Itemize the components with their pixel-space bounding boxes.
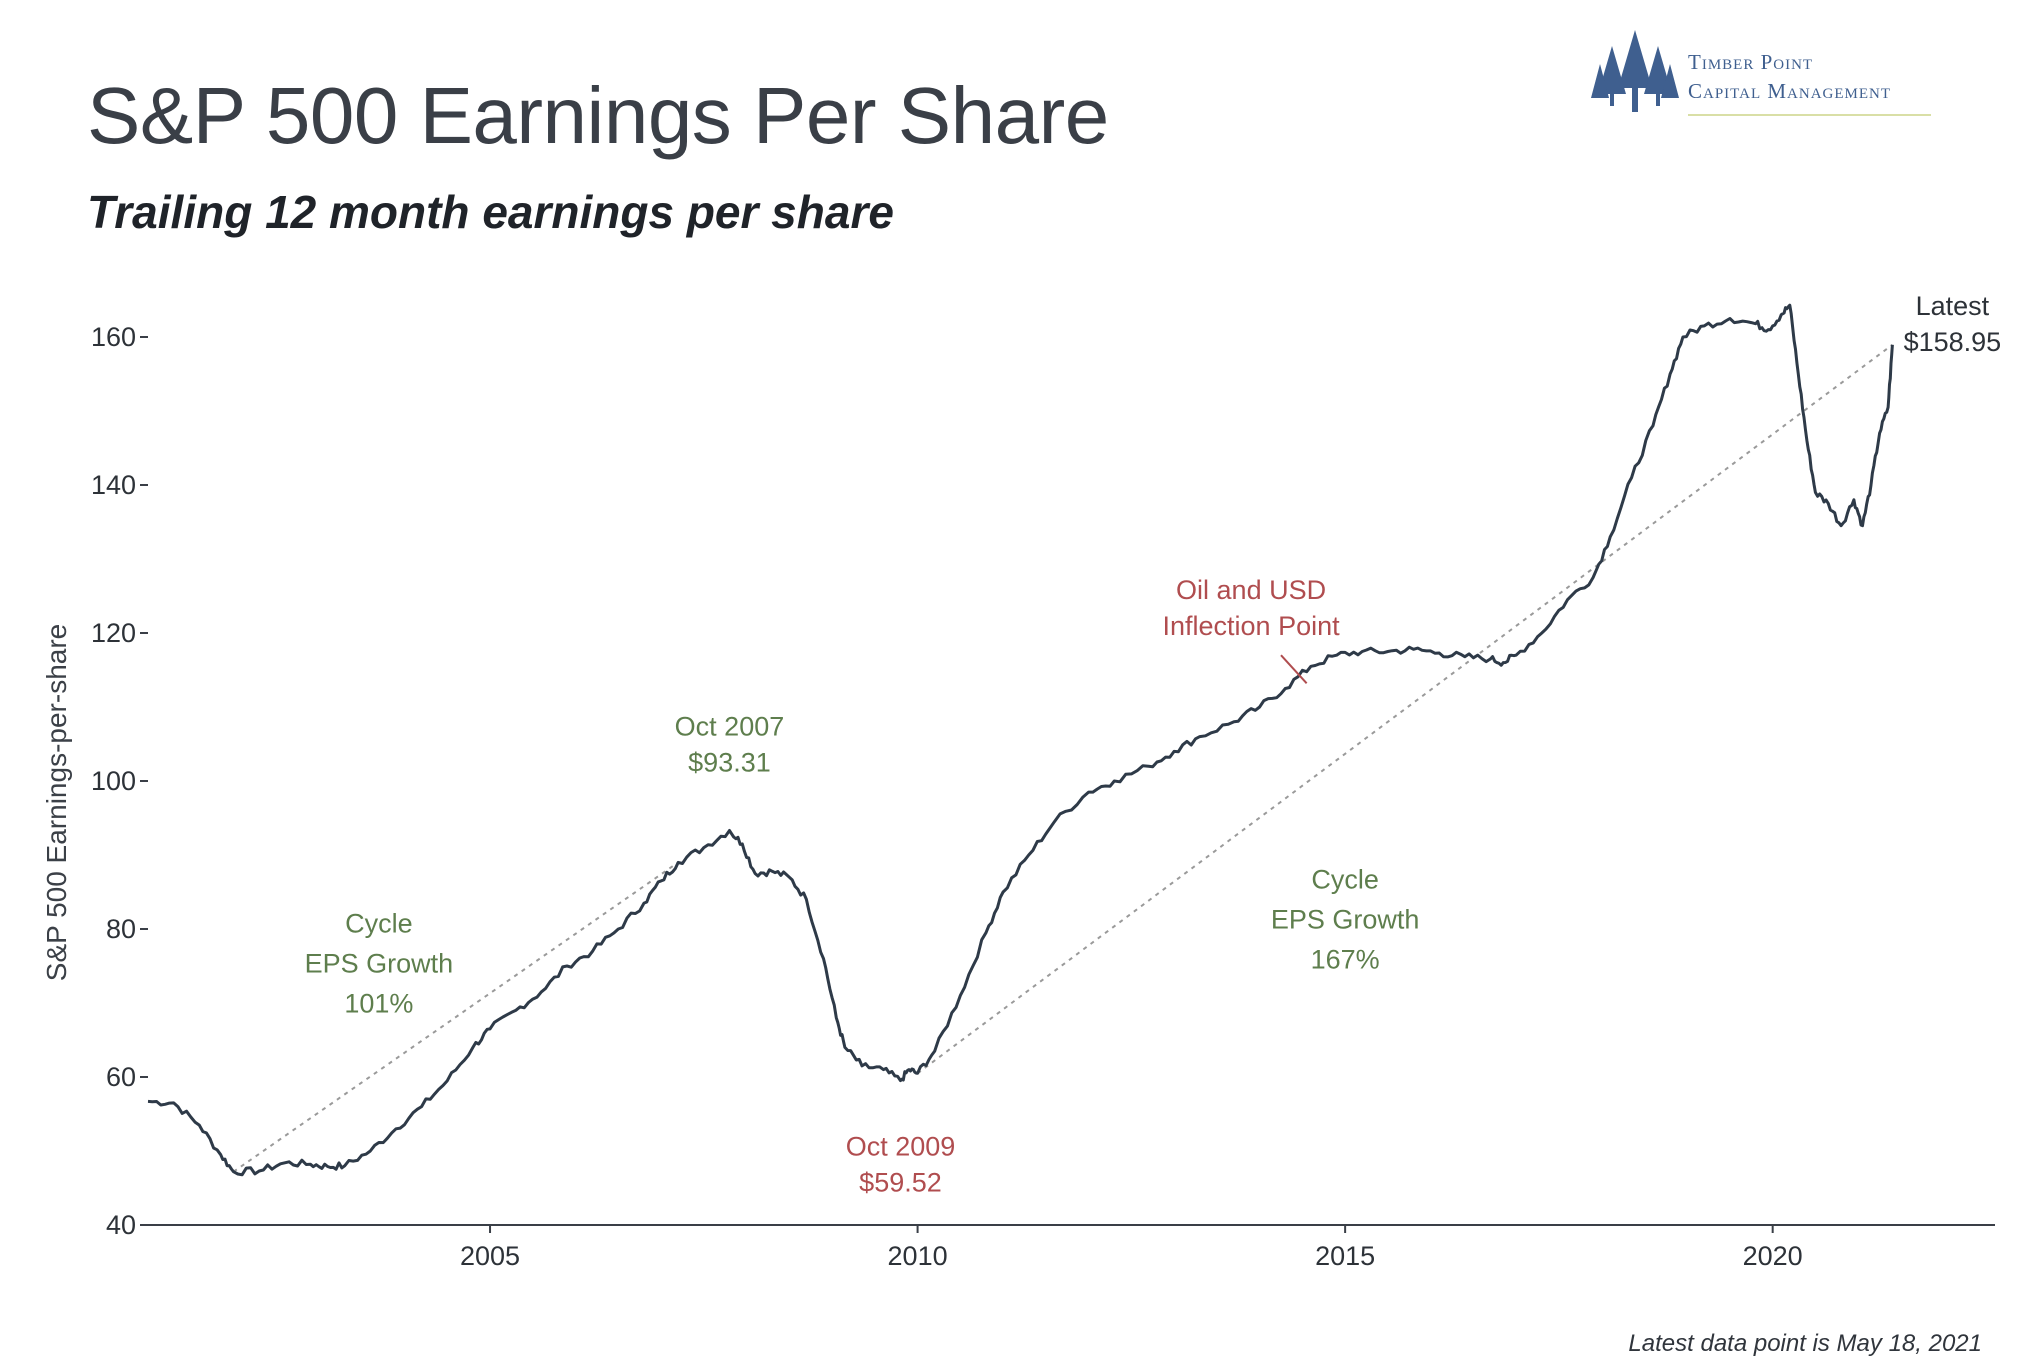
logo-line-2: Capital Management bbox=[1688, 79, 1892, 103]
logo-line-1: Timber Point bbox=[1688, 50, 1814, 74]
page-subtitle: Trailing 12 month earnings per share bbox=[87, 186, 894, 238]
page-title: S&P 500 Earnings Per Share bbox=[87, 71, 1109, 160]
logo-text: Timber Point Capital Management bbox=[1688, 48, 1891, 106]
x-tick-label: 2005 bbox=[460, 1241, 520, 1271]
cycle-trendline bbox=[916, 343, 1893, 1075]
x-tick-label: 2015 bbox=[1315, 1241, 1375, 1271]
logo-rule bbox=[1688, 114, 1931, 116]
annotation-line: 101% bbox=[344, 989, 413, 1019]
oil-usd-leader-line bbox=[1280, 654, 1308, 684]
annotation-line: Cycle bbox=[1311, 864, 1379, 894]
annotation-line: Oil and USD bbox=[1176, 575, 1326, 605]
annotation-oct-2007: Oct 2007 $93.31 bbox=[675, 712, 785, 778]
annotation-oct-2009: Oct 2009 $59.52 bbox=[846, 1132, 956, 1198]
annotation-cycle-101: Cycle EPS Growth 101% bbox=[305, 909, 454, 1019]
annotation-oil-usd: Oil and USD Inflection Point bbox=[1163, 575, 1341, 641]
eps-series bbox=[147, 303, 1894, 1177]
annotation-line: Oct 2009 bbox=[846, 1132, 956, 1162]
annotations: Oct 2007 $93.31 Oct 2009 $59.52 Cycle EPS Gro… bbox=[305, 291, 2002, 1198]
annotation-line: Cycle bbox=[345, 909, 413, 939]
y-tick-label: 160 bbox=[91, 322, 136, 352]
annotation-line: $158.95 bbox=[1904, 327, 2002, 357]
cycle-trendline bbox=[232, 861, 679, 1173]
annotation-latest: Latest $158.95 bbox=[1904, 291, 2002, 357]
x-tick-label: 2010 bbox=[888, 1241, 948, 1271]
chart-axes: 40 60 80 100 120 140 160 2005 2010 2015 2020 S&P 50… bbox=[41, 322, 1995, 1271]
y-tick-label: 120 bbox=[91, 618, 136, 648]
y-tick-label: 40 bbox=[106, 1210, 136, 1240]
annotation-cycle-167: Cycle EPS Growth 167% bbox=[1271, 864, 1420, 974]
logo: Timber Point Capital Management bbox=[1590, 28, 1960, 128]
eps-line bbox=[147, 303, 1894, 1177]
y-tick-label: 140 bbox=[91, 470, 136, 500]
annotation-line: Oct 2007 bbox=[675, 712, 785, 742]
trendlines bbox=[232, 343, 1893, 1173]
y-tick-label: 100 bbox=[91, 766, 136, 796]
annotation-line: EPS Growth bbox=[1271, 904, 1420, 934]
annotation-line: 167% bbox=[1311, 944, 1380, 974]
y-axis-label: S&P 500 Earnings-per-share bbox=[41, 624, 72, 981]
annotation-line: Latest bbox=[1916, 291, 1990, 321]
annotation-line: Inflection Point bbox=[1163, 611, 1341, 641]
y-tick-label: 80 bbox=[106, 914, 136, 944]
annotation-line: EPS Growth bbox=[305, 949, 454, 979]
annotation-line: $59.52 bbox=[859, 1168, 942, 1198]
footnote: Latest data point is May 18, 2021 bbox=[1628, 1330, 1982, 1357]
annotation-line: $93.31 bbox=[688, 748, 771, 778]
x-tick-label: 2020 bbox=[1743, 1241, 1803, 1271]
pine-trees-icon bbox=[1591, 30, 1679, 112]
y-tick-label: 60 bbox=[106, 1062, 136, 1092]
